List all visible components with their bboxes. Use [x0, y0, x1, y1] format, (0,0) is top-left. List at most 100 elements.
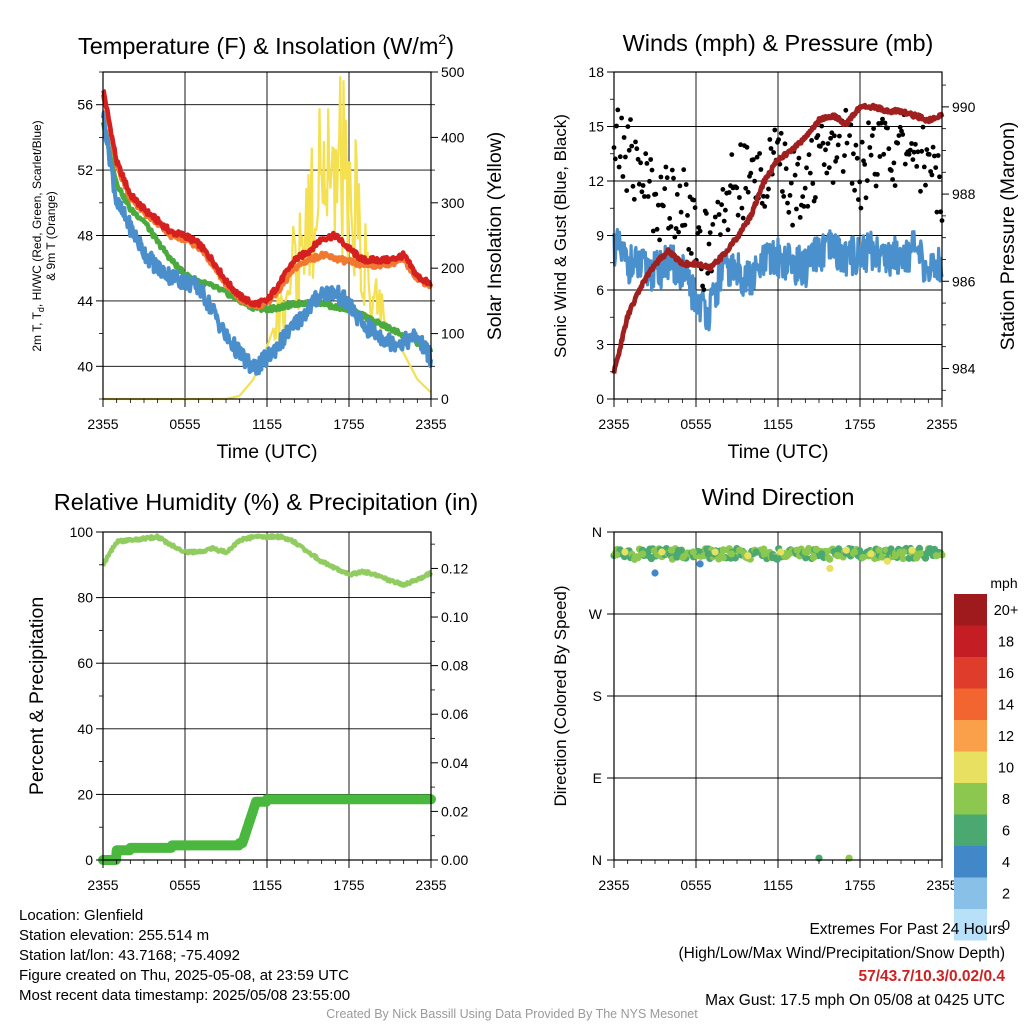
direction-point [639, 550, 647, 558]
y2-tick-label: 988 [952, 186, 976, 202]
gust-point [768, 146, 774, 151]
gust-point [806, 152, 812, 158]
gust-point [692, 205, 698, 211]
y2-tick-label: 984 [952, 360, 976, 376]
gust-point [626, 147, 632, 153]
gust-point [720, 187, 726, 192]
colorbar-swatch [954, 783, 987, 815]
direction-point [658, 548, 666, 556]
x-tick-label: 1755 [333, 877, 364, 893]
gust-point [676, 229, 681, 235]
gust-point [655, 202, 661, 208]
direction-grid [614, 532, 942, 860]
gust-point [737, 195, 742, 200]
2m-t-line [101, 88, 433, 308]
y-tick-label: 40 [77, 358, 93, 374]
gust-point [644, 161, 650, 166]
gust-point [820, 140, 826, 146]
x-tick-label: 2355 [598, 877, 629, 893]
gust-point [890, 177, 895, 182]
gust-point [710, 222, 716, 227]
gust-point [888, 168, 894, 173]
extremes-info: Extremes For Past 24 Hours (High/Low/Max… [679, 918, 1006, 1012]
direction-title: Wind Direction [702, 484, 855, 510]
gust-point [628, 117, 633, 122]
direction-point [859, 553, 867, 562]
gust-point [642, 194, 647, 199]
gust-point [748, 170, 754, 176]
colorbar-label: 10 [998, 760, 1014, 776]
colorbar-label: 6 [1002, 823, 1010, 839]
y-tick-label: 15 [588, 119, 604, 135]
gust-point [935, 153, 941, 158]
gust-point [826, 165, 832, 171]
gust-point [645, 194, 651, 199]
winds-series [611, 102, 945, 374]
figure-created: Figure created on Thu, 2025-05-08, at 23… [19, 967, 349, 984]
gust-point [913, 141, 918, 147]
station-elevation: Station elevation: 255.514 m [19, 927, 210, 944]
most-recent-timestamp: Most recent data timestamp: 2025/05/08 2… [19, 987, 351, 1004]
gust-point [809, 138, 814, 143]
gust-point [835, 142, 841, 148]
credit-line: Created By Nick Bassill Using Data Provi… [326, 1007, 698, 1021]
gust-point [671, 175, 676, 181]
y-tick-label: 48 [77, 228, 93, 244]
gust-point [682, 222, 688, 228]
gust-point [858, 205, 864, 211]
direction-point [900, 548, 908, 556]
gust-point [743, 185, 749, 191]
gust-point [933, 165, 939, 171]
colorbar-swatch [954, 751, 987, 783]
direction-point [809, 553, 818, 562]
y2-tick-label: 990 [952, 99, 976, 115]
gust-point [623, 154, 628, 160]
direction-point [785, 550, 793, 558]
winds-title: Winds (mph) & Pressure (mb) [623, 30, 934, 56]
gust-point [701, 287, 707, 292]
gust-point [813, 195, 818, 200]
direction-point [867, 550, 875, 558]
gust-point [745, 189, 751, 195]
winds-tick-labels: 2355 0555 1155 1755 2355 0 3 6 9 12 15 18 984 986 988 9… [588, 64, 975, 432]
x-tick-label: 1155 [252, 877, 282, 893]
gust-point [825, 141, 831, 147]
gust-point [919, 148, 925, 154]
y-tick-label: 6 [596, 282, 604, 298]
y-tick-label: 12 [588, 173, 604, 189]
station-info: Location: Glenfield Station elevation: 2… [19, 906, 350, 1006]
direction-point [760, 550, 768, 558]
gust-point [654, 226, 660, 232]
max-gust: Max Gust: 17.5 mph On 05/08 at 0425 UTC [705, 991, 1005, 1009]
x-tick-label: 1755 [333, 416, 364, 432]
direction-point [842, 546, 850, 554]
gust-point [934, 209, 940, 215]
direction-point [883, 557, 891, 565]
direction-point [752, 548, 760, 556]
gust-point [672, 234, 678, 240]
gust-point [909, 141, 914, 146]
gust-point [900, 132, 906, 137]
gust-point [830, 180, 836, 186]
gust-point [937, 174, 942, 180]
direction-point [696, 560, 704, 568]
colorbar-label: 0 [1002, 918, 1010, 934]
gust-point [688, 251, 694, 256]
gust-point [691, 197, 697, 203]
direction-panel: Wind Direction 2355 0555 1155 1755 2355 N E S W N… [551, 484, 1018, 941]
direction-point [736, 546, 744, 554]
winds-ylabel-right: Station Pressure (Maroon) [997, 122, 1019, 351]
gust-point [780, 189, 785, 194]
gust-point [725, 227, 731, 233]
x-tick-label: 1155 [763, 877, 793, 893]
gust-point [705, 270, 711, 276]
humidity-panel: Relative Humidity (%) & Precipitation (i… [26, 489, 478, 893]
gust-point [873, 183, 879, 189]
direction-point [826, 555, 834, 563]
gust-point [633, 139, 638, 145]
gust-point [643, 151, 649, 157]
gust-point [615, 107, 621, 113]
gust-point [739, 205, 745, 211]
gust-point [648, 157, 654, 162]
gust-point [833, 158, 838, 164]
